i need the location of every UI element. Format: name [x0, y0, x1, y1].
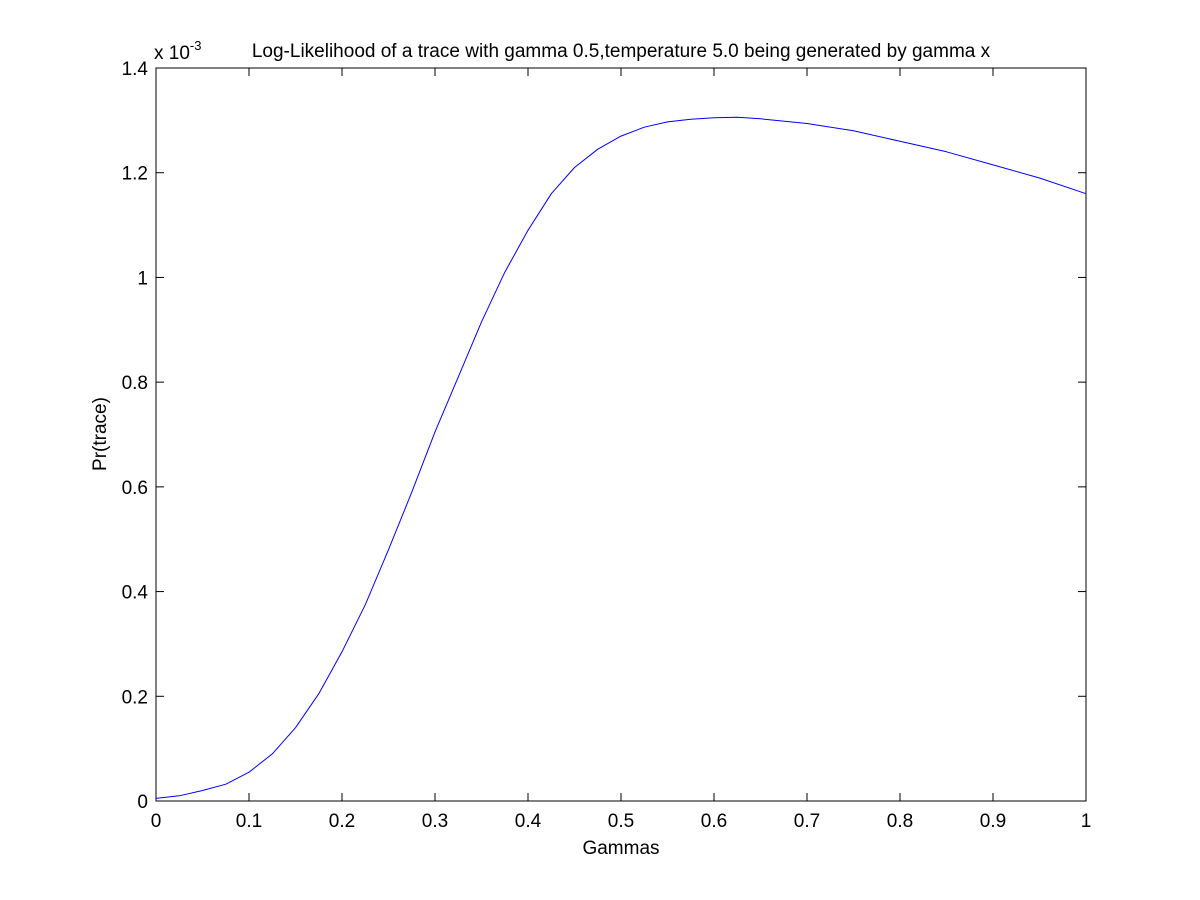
x-tick-label: 0.5 [608, 811, 634, 832]
y-tick-label: 0 [137, 792, 148, 813]
x-tick-label: 0.3 [422, 811, 448, 832]
series-layer [155, 116, 1087, 799]
chart-title: Log-Likelihood of a trace with gamma 0.5… [252, 41, 991, 62]
y-tick-label: 1.2 [122, 164, 148, 185]
x-tick-label: 0.2 [329, 811, 355, 832]
x-tick-label: 0.9 [980, 811, 1006, 832]
y-axis-label: Pr(trace) [90, 397, 111, 471]
y-tick-label: 0.6 [122, 478, 148, 499]
series-line [155, 116, 1087, 799]
y-axis-exponent: x 10-3 [154, 38, 201, 64]
plot-area [155, 67, 1087, 802]
x-tick-label: 0 [151, 811, 162, 832]
x-tick-label: 0.6 [701, 811, 727, 832]
y-tick-label: 0.4 [122, 583, 149, 604]
y-axis-exponent-power: -3 [190, 38, 202, 53]
y-axis-exponent-base: x 10 [154, 43, 190, 64]
x-tick-label: 1 [1081, 811, 1092, 832]
x-axis-label: Gammas [582, 838, 659, 859]
y-tick-label: 1 [137, 268, 148, 289]
y-tick-label: 1.4 [122, 59, 149, 80]
x-tick-label: 0.4 [515, 811, 542, 832]
x-axis-ticks: 0 0.1 0.2 0.3 0.4 0.5 0.6 0.7 0.8 0.9 1 [151, 68, 1092, 832]
y-tick-label: 0.2 [122, 687, 148, 708]
y-axis-ticks: 0 0.2 0.4 0.6 0.8 1 1.2 1.4 [122, 59, 1086, 813]
x-tick-label: 0.1 [236, 811, 262, 832]
x-tick-label: 0.8 [887, 811, 913, 832]
y-tick-label: 0.8 [122, 373, 148, 394]
x-tick-label: 0.7 [794, 811, 820, 832]
